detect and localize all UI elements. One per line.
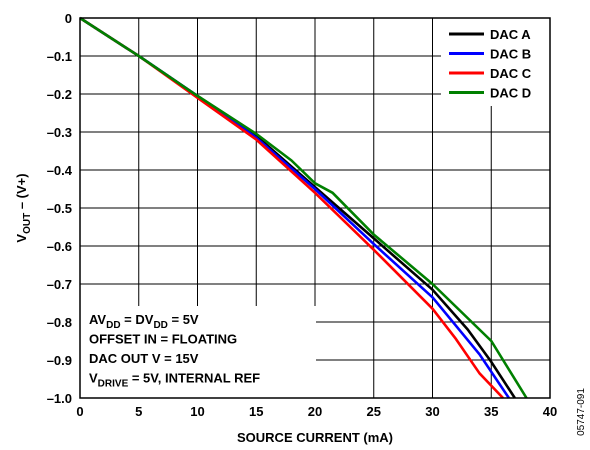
- x-tick-label: 15: [249, 404, 263, 419]
- x-axis-title: SOURCE CURRENT (mA): [237, 430, 393, 445]
- legend: DAC A DAC B DAC C DAC D: [449, 27, 532, 101]
- legend-label: DAC D: [490, 86, 531, 101]
- y-tick-label: –0.7: [47, 277, 72, 292]
- y-tick-label: –0.6: [47, 239, 72, 254]
- y-tick-label: –0.3: [47, 125, 72, 140]
- x-tick-label: 30: [425, 404, 439, 419]
- annotation-line: VDRIVE = 5V, INTERNAL REF: [89, 371, 260, 390]
- x-tick-label: 20: [308, 404, 322, 419]
- y-tick-label: –0.2: [47, 87, 72, 102]
- y-axis-title: VOUT – (V+): [14, 173, 33, 242]
- x-tick-label: 0: [76, 404, 83, 419]
- annotation-line: AVDD = DVDD = 5V: [89, 312, 199, 331]
- figure-id: 05747-091: [576, 388, 587, 436]
- grid: [80, 18, 550, 398]
- annotation-line: DAC OUT V = 15V: [89, 351, 199, 366]
- x-tick-label: 35: [484, 404, 498, 419]
- x-tick-label: 10: [190, 404, 204, 419]
- x-tick-label: 40: [543, 404, 557, 419]
- legend-label: DAC A: [490, 27, 531, 42]
- y-tick-label: –0.9: [47, 353, 72, 368]
- legend-label: DAC C: [490, 66, 532, 81]
- series-line-dac-d: [79, 16, 528, 399]
- y-tick-label: –1.0: [47, 391, 72, 406]
- legend-label: DAC B: [490, 47, 531, 62]
- plot-frame: [79, 17, 551, 399]
- y-tick-label: 0: [65, 11, 72, 26]
- y-tick-label: –0.5: [47, 201, 72, 216]
- y-tick-label: –0.8: [47, 315, 72, 330]
- x-tick-label: 5: [135, 404, 142, 419]
- annotation-line: OFFSET IN = FLOATING: [89, 332, 237, 347]
- series-lines: [79, 16, 528, 399]
- x-tick-label: 25: [367, 404, 381, 419]
- y-tick-label: –0.4: [47, 163, 73, 178]
- y-tick-label: –0.1: [47, 49, 72, 64]
